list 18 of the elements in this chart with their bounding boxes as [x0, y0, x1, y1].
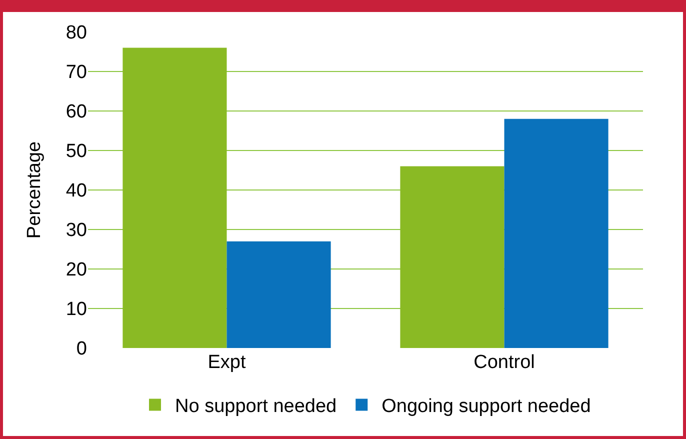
- legend-label: No support needed: [175, 396, 337, 418]
- y-tick-label: 20: [66, 260, 87, 281]
- y-tick-label: 50: [66, 141, 87, 162]
- y-tick-label: 30: [66, 220, 87, 242]
- y-tick-label: 60: [66, 102, 87, 123]
- x-tick-label: Expt: [208, 352, 246, 373]
- bar: [400, 166, 504, 348]
- bar: [504, 118, 608, 348]
- legend-label: Ongoing support needed: [382, 396, 591, 418]
- y-tick-label: 70: [66, 62, 87, 84]
- y-axis-title: Percentage: [24, 141, 45, 239]
- y-tick-label: 0: [76, 338, 87, 360]
- y-tick-label: 10: [66, 299, 87, 320]
- x-tick-label: Control: [474, 352, 535, 373]
- y-tick-label: 80: [66, 22, 87, 44]
- bar: [226, 241, 331, 348]
- bar: [122, 48, 227, 348]
- y-tick-label: 40: [66, 180, 87, 202]
